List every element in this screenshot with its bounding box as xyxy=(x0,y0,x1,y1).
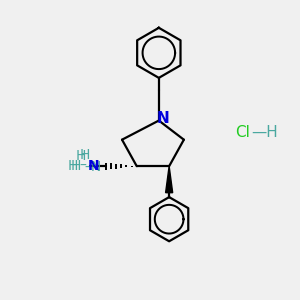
Text: H: H xyxy=(80,148,90,162)
Polygon shape xyxy=(166,166,173,193)
Text: —H: —H xyxy=(252,125,278,140)
Text: H: H xyxy=(68,159,78,173)
Text: H: H xyxy=(76,149,86,163)
Text: N: N xyxy=(157,111,169,126)
Text: –: – xyxy=(79,159,86,173)
Text: N: N xyxy=(87,159,99,173)
Text: H: H xyxy=(70,159,81,173)
Text: –N: –N xyxy=(85,160,102,174)
Text: Cl: Cl xyxy=(236,125,250,140)
